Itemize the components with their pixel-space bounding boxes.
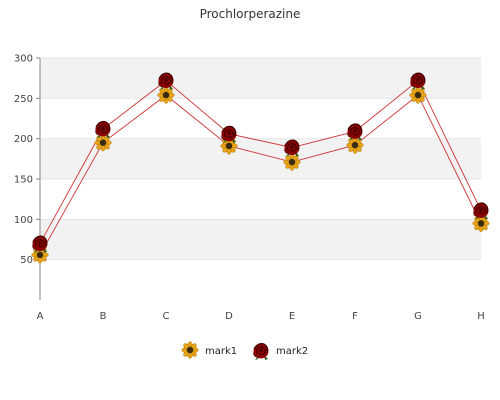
background-band — [40, 138, 481, 179]
legend-label-mark1: mark1 — [205, 346, 237, 357]
series-line-mark1 — [39, 94, 482, 256]
gridlines — [40, 57, 481, 261]
chart-title: Prochlorperazine — [200, 7, 301, 21]
legend-label-mark2: mark2 — [276, 346, 308, 357]
background-bands — [40, 58, 481, 260]
axes — [36, 57, 41, 300]
legend-item-mark1: mark1 — [181, 341, 237, 359]
rose-icon-point — [94, 120, 112, 139]
y-tick-label: 250 — [14, 94, 33, 105]
y-tick-label: 50 — [20, 255, 33, 266]
y-tick-label: 300 — [14, 54, 33, 65]
x-tick-label: E — [289, 311, 295, 322]
x-tick-label: H — [477, 311, 485, 322]
series-lines — [39, 79, 482, 256]
sunflower-icon-point — [157, 86, 175, 105]
background-band — [40, 58, 481, 99]
y-tick-label: 150 — [14, 175, 33, 186]
series-line-mark2 — [39, 79, 482, 244]
background-band — [40, 219, 481, 260]
y-tick-label: 200 — [14, 134, 33, 145]
sunflower-icon — [181, 341, 199, 359]
x-tick-label: A — [37, 311, 44, 322]
y-tick-label: 100 — [14, 215, 33, 226]
x-tick-label: B — [100, 311, 107, 322]
x-tick-label: D — [225, 311, 233, 322]
sunflower-icon-point — [409, 86, 427, 105]
legend: mark1 mark2 — [181, 341, 308, 361]
x-tick-label: G — [414, 311, 422, 322]
legend-item-mark2: mark2 — [252, 342, 308, 361]
y-tick-labels: 50 100 150 200 250 300 — [14, 54, 33, 267]
rose-icon — [252, 342, 270, 361]
rose-icon-point — [346, 123, 364, 142]
x-tick-labels: A B C D E F G H — [37, 311, 485, 322]
sunflower-icon-point — [283, 153, 301, 171]
x-tick-label: C — [163, 311, 170, 322]
x-tick-label: F — [352, 311, 358, 322]
